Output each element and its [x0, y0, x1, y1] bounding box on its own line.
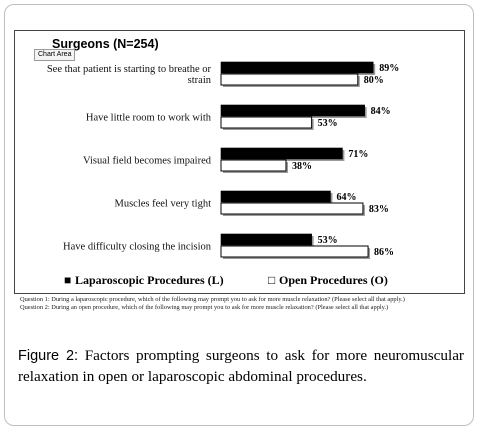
question-notes: Question 1: During a laparoscopic proced…: [20, 296, 460, 312]
figure-label: Figure 2:: [18, 348, 79, 364]
open-bar: [220, 73, 359, 86]
open-bar: [220, 245, 369, 258]
legend-marker-laparoscopic: ■: [64, 273, 71, 287]
figure-caption: Figure 2: Factors prompting surgeons to …: [18, 346, 464, 386]
open-bar: [220, 202, 364, 215]
value-label: 53%: [318, 118, 338, 129]
value-label: 83%: [369, 204, 389, 215]
value-label: 89%: [379, 63, 399, 74]
question-1-note: Question 1: During a laparoscopic proced…: [20, 296, 405, 303]
value-label: 84%: [371, 106, 391, 117]
value-label: 53%: [318, 235, 338, 246]
category-label: Visual field becomes impaired: [83, 156, 212, 167]
laparoscopic-bar: [220, 104, 365, 117]
chart-area[interactable]: [14, 30, 465, 294]
value-label: 80%: [364, 75, 384, 86]
chart-area-tooltip: Chart Area: [34, 49, 76, 61]
value-label: 71%: [348, 149, 368, 160]
figure-caption-text: Factors prompting surgeons to ask for mo…: [18, 347, 464, 385]
laparoscopic-bar: [220, 233, 312, 246]
chart-title: Surgeons (N=254): [52, 37, 159, 51]
open-bar: [220, 116, 313, 129]
legend-marker-open: □: [268, 273, 275, 287]
category-label: See that patient is starting to breathe …: [47, 64, 212, 86]
laparoscopic-bar: [220, 147, 343, 160]
legend-label: Open Procedures (O): [279, 273, 388, 287]
value-label: 86%: [374, 247, 394, 258]
value-label: 38%: [292, 161, 312, 172]
question-2-note: Question 2: During an open procedure, wh…: [20, 304, 389, 312]
legend-label: Laparoscopic Procedures (L): [75, 273, 224, 287]
open-bar: [220, 159, 287, 172]
category-label: Have little room to work with: [86, 113, 212, 124]
laparoscopic-bar: [220, 190, 331, 203]
laparoscopic-bar: [220, 61, 374, 74]
category-label: Have difficulty closing the incision: [63, 242, 212, 253]
value-label: 64%: [336, 192, 356, 203]
category-label: Muscles feel very tight: [114, 199, 211, 210]
